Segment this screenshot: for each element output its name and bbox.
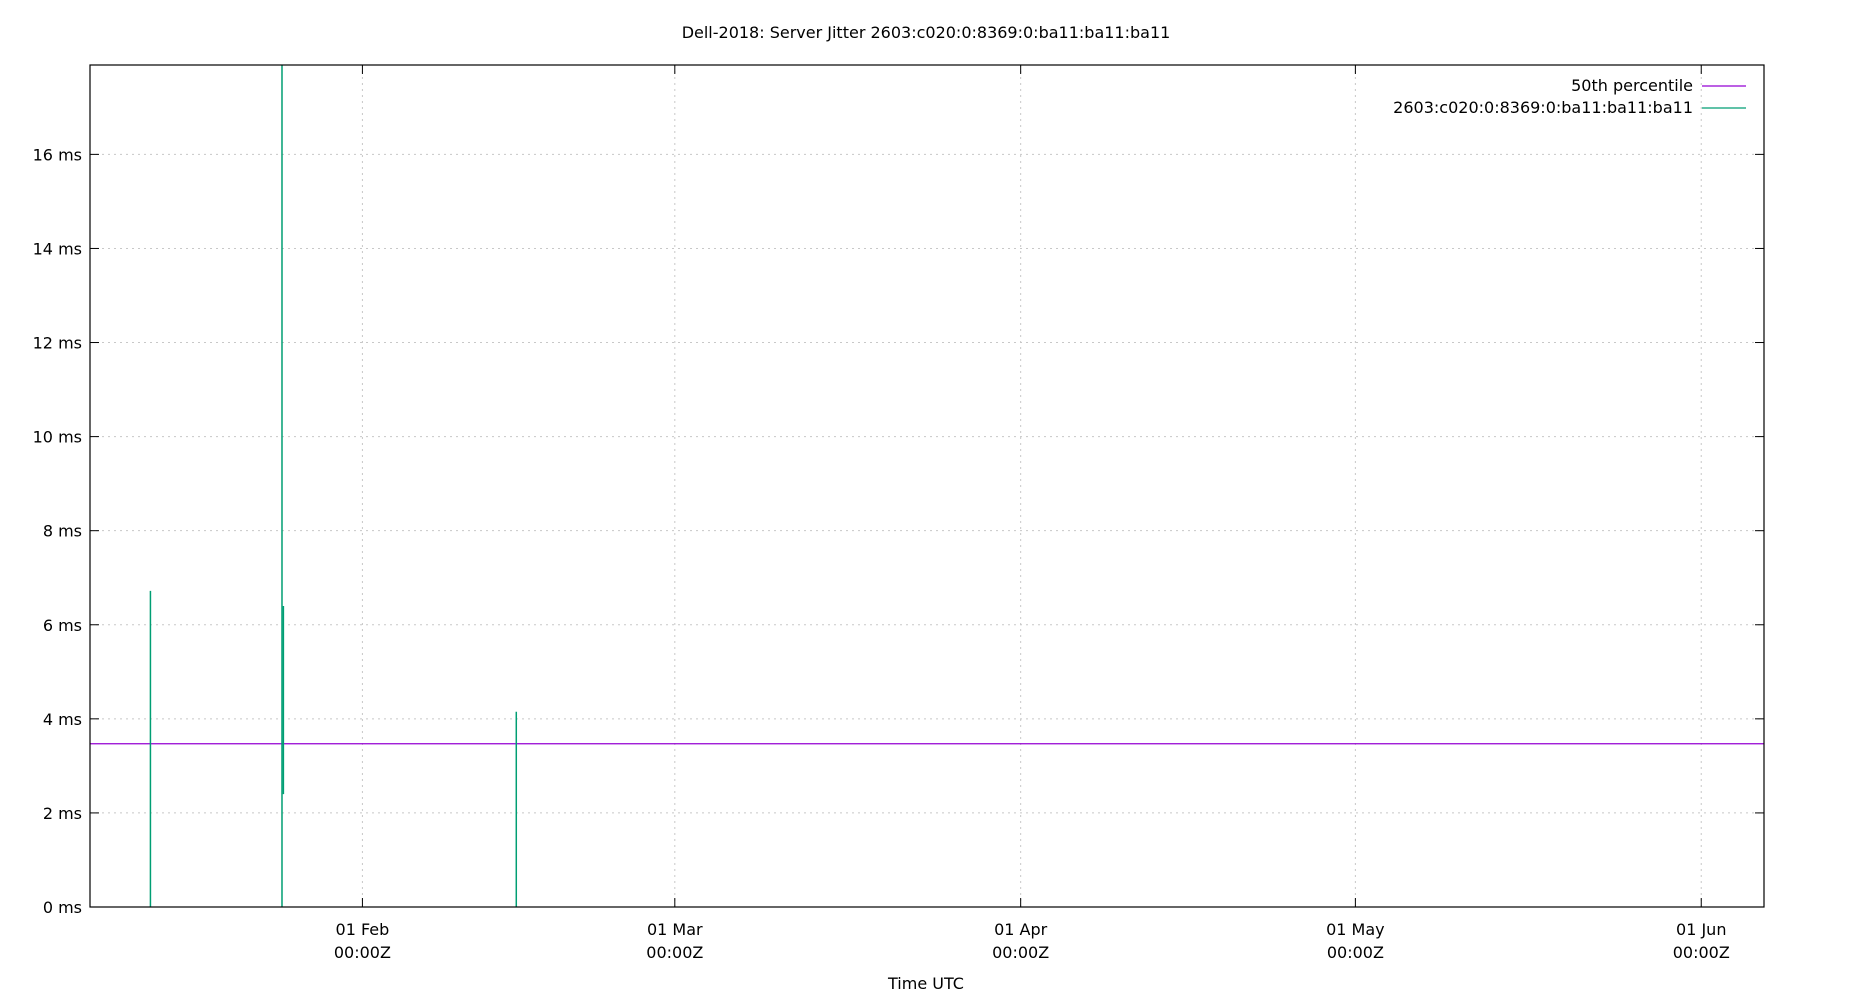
x-tick-label-time: 00:00Z	[646, 943, 703, 962]
x-axis-label: Time UTC	[887, 974, 964, 993]
grid	[90, 65, 1764, 907]
y-tick-label: 12 ms	[33, 334, 82, 353]
y-tick-label: 16 ms	[33, 145, 82, 164]
y-tick-label: 14 ms	[33, 239, 82, 258]
y-tick-label: 6 ms	[43, 616, 82, 635]
plot-frame	[89, 64, 1765, 908]
y-tick-label: 8 ms	[43, 522, 82, 541]
chart-title: Dell-2018: Server Jitter 2603:c020:0:836…	[682, 23, 1171, 42]
x-tick-label: 01 Feb	[336, 920, 390, 939]
legend-label-server: 2603:c020:0:8369:0:ba11:ba11:ba11	[1393, 98, 1693, 117]
x-tick-label-time: 00:00Z	[1673, 943, 1730, 962]
x-tick-label-time: 00:00Z	[992, 943, 1049, 962]
x-tick-label: 01 May	[1326, 920, 1385, 939]
x-tick-label: 01 Jun	[1676, 920, 1726, 939]
y-tick-label: 2 ms	[43, 804, 82, 823]
data-marks	[90, 65, 1764, 907]
y-tick-label: 0 ms	[43, 898, 82, 917]
legend: 50th percentile 2603:c020:0:8369:0:ba11:…	[1393, 76, 1746, 117]
x-tick-label-time: 00:00Z	[334, 943, 391, 962]
x-tick-label: 01 Apr	[994, 920, 1048, 939]
x-tick-label: 01 Mar	[647, 920, 703, 939]
legend-label-median: 50th percentile	[1571, 76, 1693, 95]
y-tick-label: 10 ms	[33, 428, 82, 447]
x-tick-label-time: 00:00Z	[1327, 943, 1384, 962]
axis-ticks: 0 ms 2 ms 4 ms 6 ms 8 ms 10 ms 12 ms 14 ms 16 ms…	[33, 65, 1764, 962]
y-tick-label: 4 ms	[43, 710, 82, 729]
